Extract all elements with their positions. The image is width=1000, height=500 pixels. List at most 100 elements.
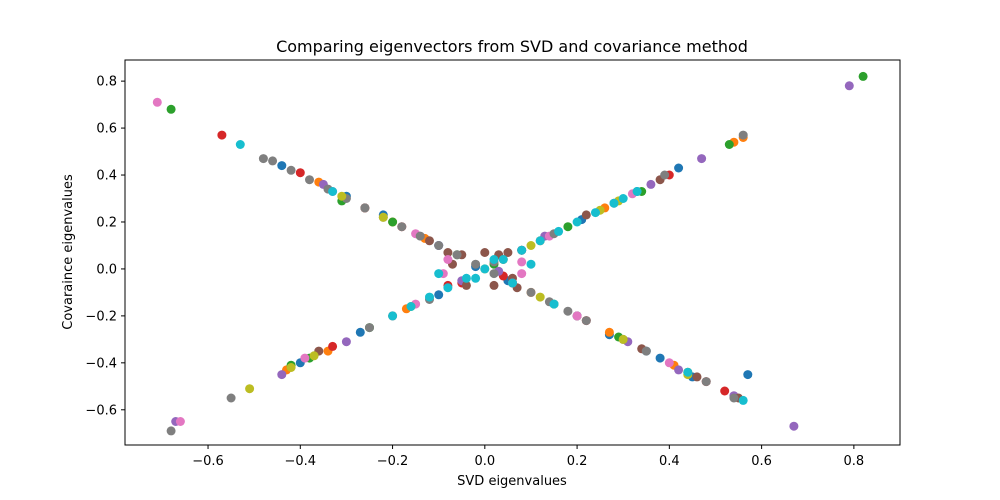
data-point-s8-11	[378, 212, 388, 222]
data-point-s7-0	[258, 154, 268, 164]
data-point-s7-26	[360, 203, 370, 213]
data-point-s7-22	[434, 241, 444, 250]
data-point-s6-4	[517, 269, 527, 279]
data-point-s7-15	[563, 306, 573, 316]
data-point-s9-6	[517, 245, 527, 255]
chart-title: Comparing eigenvectors from SVD and cova…	[276, 37, 748, 56]
data-point-s9-23	[489, 255, 499, 264]
x-tick-label: 0.8	[844, 454, 865, 469]
x-tick-label: −0.4	[285, 454, 317, 469]
data-point-s6-14	[664, 358, 674, 368]
data-point-s4-0	[844, 81, 854, 91]
data-point-s9-1	[738, 395, 748, 405]
data-point-s7-31	[268, 156, 278, 166]
data-point-s7-10	[729, 393, 739, 403]
data-point-s7-30	[286, 165, 296, 175]
data-point-s9-22	[609, 198, 619, 208]
x-tick-label: −0.2	[377, 454, 409, 469]
data-point-s9-5	[535, 236, 545, 246]
data-point-s7-5	[365, 323, 374, 333]
data-point-s7-20	[471, 259, 481, 269]
data-point-s9-14	[526, 259, 536, 269]
data-point-s7-23	[415, 231, 425, 241]
data-point-s9-20	[572, 217, 582, 227]
data-point-s6-2	[300, 353, 310, 363]
data-point-s5-1	[425, 236, 434, 246]
data-point-s7-14	[581, 316, 591, 326]
data-point-s7-17	[526, 287, 536, 297]
y-tick-label: 0.0	[96, 262, 117, 277]
plot-frame	[124, 59, 901, 446]
data-point-s4-1	[789, 421, 799, 431]
data-point-s7-3	[738, 130, 748, 140]
x-axis: −0.6 −0.4 −0.2 0.0 0.2 0.4 0.6 0.8	[192, 445, 864, 469]
data-point-s3-1	[295, 168, 305, 178]
data-point-s7-1	[166, 426, 176, 436]
data-point-s9-24	[471, 273, 481, 283]
data-point-s5-5	[503, 248, 513, 257]
data-point-s5-14	[581, 210, 591, 220]
data-point-s0-0	[277, 161, 287, 171]
data-point-s7-4	[660, 170, 670, 180]
data-point-s4-11	[646, 179, 656, 189]
data-point-s8-1	[286, 363, 296, 372]
data-point-s9-2	[683, 367, 693, 377]
data-point-s3-6	[328, 341, 338, 351]
data-point-s2-1	[166, 104, 176, 114]
x-tick-label: 0.4	[659, 454, 680, 469]
y-tick-label: −0.6	[85, 403, 117, 418]
data-point-s7-29	[305, 175, 314, 185]
data-point-s8-7	[309, 351, 319, 361]
data-point-s6-3	[443, 255, 453, 264]
data-point-s4-12	[697, 154, 707, 164]
y-tick-label: −0.2	[85, 309, 117, 324]
data-point-s2-10	[563, 222, 573, 232]
data-point-s6-1	[175, 417, 185, 426]
y-axis-label: Covaraince eigenvalues	[61, 174, 76, 330]
data-point-s8-2	[337, 191, 347, 201]
data-point-s5-16	[443, 248, 453, 257]
data-point-s5-18	[692, 372, 702, 382]
data-point-s0-9	[434, 290, 444, 300]
data-point-s9-19	[618, 194, 628, 203]
y-tick-label: 0.2	[96, 215, 117, 230]
y-tick-label: −0.4	[85, 356, 117, 371]
data-point-s6-5	[517, 257, 527, 267]
data-point-s7-19	[489, 269, 499, 279]
x-tick-label: 0.6	[751, 454, 772, 469]
data-point-s8-4	[535, 292, 545, 302]
data-point-s6-0	[152, 97, 162, 107]
data-point-s9-17	[549, 299, 559, 309]
x-axis-label: SVD eigenvalues	[457, 474, 567, 489]
data-point-s9-18	[388, 311, 398, 321]
data-point-s8-5	[618, 334, 628, 344]
data-point-s9-15	[434, 269, 444, 279]
data-point-s4-9	[341, 337, 351, 347]
data-point-s7-2	[226, 393, 236, 403]
data-point-s5-4	[489, 280, 499, 290]
data-point-s3-12	[720, 386, 730, 396]
data-point-s5-7	[461, 280, 471, 290]
y-tick-label: 0.8	[96, 75, 117, 90]
data-point-s9-3	[328, 187, 338, 196]
data-point-s0-8	[355, 327, 365, 337]
x-tick-label: 0.2	[567, 454, 588, 469]
data-point-s9-4	[632, 187, 642, 196]
x-tick-label: −0.6	[192, 454, 224, 469]
data-point-s8-0	[245, 384, 255, 394]
data-point-s0-16	[655, 353, 665, 363]
data-point-s3-0	[217, 130, 227, 140]
data-point-s7-21	[452, 250, 462, 260]
data-point-s9-10	[443, 283, 453, 293]
data-point-s9-11	[425, 292, 434, 302]
data-points	[152, 71, 868, 436]
data-point-s9-0	[235, 140, 245, 149]
data-point-s7-24	[397, 222, 407, 232]
data-point-s4-8	[277, 370, 287, 380]
data-point-s2-8	[724, 140, 734, 149]
data-point-s2-0	[858, 71, 868, 81]
data-point-s1-3	[604, 327, 614, 337]
data-point-s9-13	[554, 226, 564, 236]
data-point-s0-14	[743, 370, 753, 380]
